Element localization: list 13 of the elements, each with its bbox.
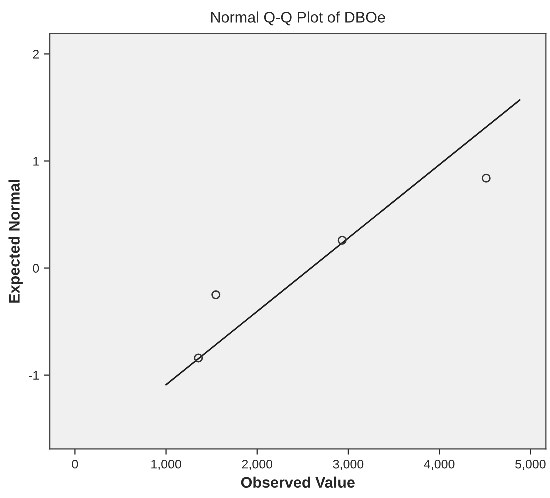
x-tick-label: 2,000	[242, 460, 273, 470]
y-tick-label: 0	[33, 264, 40, 273]
y-tick-label: 1	[34, 157, 40, 166]
x-tick-label: 0	[72, 460, 78, 469]
y-tick-label: 2	[33, 50, 40, 59]
x-tick-label: 4,000	[424, 460, 455, 470]
chart-title: Normal Q-Q Plot of DBOe	[211, 12, 386, 26]
x-axis-title: Observed Value	[241, 476, 355, 488]
x-tick-label: 5,000	[516, 460, 546, 470]
y-axis-title: Expected Normal	[8, 180, 23, 303]
x-tick-label: 1,000	[152, 460, 182, 470]
y-tick-label: -1	[29, 371, 40, 380]
x-tick-label: 3,000	[333, 460, 364, 470]
